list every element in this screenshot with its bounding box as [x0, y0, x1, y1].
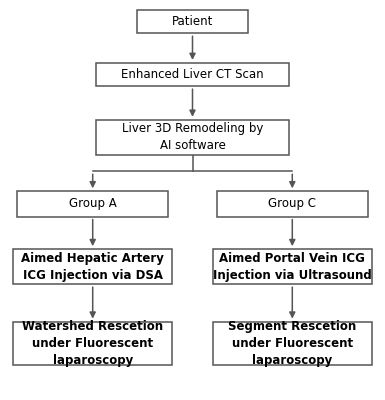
- Text: Segment Rescetion
under Fluorescent
laparoscopy: Segment Rescetion under Fluorescent lapa…: [228, 320, 357, 366]
- Text: Liver 3D Remodeling by
AI software: Liver 3D Remodeling by AI software: [122, 122, 263, 152]
- FancyBboxPatch shape: [216, 191, 368, 217]
- FancyBboxPatch shape: [96, 63, 289, 86]
- Text: Group C: Group C: [268, 198, 316, 210]
- Text: Aimed Portal Vein ICG
Injection via Ultrasound: Aimed Portal Vein ICG Injection via Ultr…: [213, 252, 372, 282]
- FancyBboxPatch shape: [213, 249, 372, 284]
- FancyBboxPatch shape: [213, 322, 372, 365]
- FancyBboxPatch shape: [137, 10, 248, 34]
- Text: Group A: Group A: [69, 198, 117, 210]
- Text: Patient: Patient: [172, 15, 213, 28]
- Text: Watershed Rescetion
under Fluorescent
laparoscopy: Watershed Rescetion under Fluorescent la…: [22, 320, 163, 366]
- FancyBboxPatch shape: [96, 120, 289, 155]
- FancyBboxPatch shape: [13, 322, 172, 365]
- FancyBboxPatch shape: [17, 191, 169, 217]
- FancyBboxPatch shape: [13, 249, 172, 284]
- Text: Enhanced Liver CT Scan: Enhanced Liver CT Scan: [121, 68, 264, 81]
- Text: Aimed Hepatic Artery
ICG Injection via DSA: Aimed Hepatic Artery ICG Injection via D…: [21, 252, 164, 282]
